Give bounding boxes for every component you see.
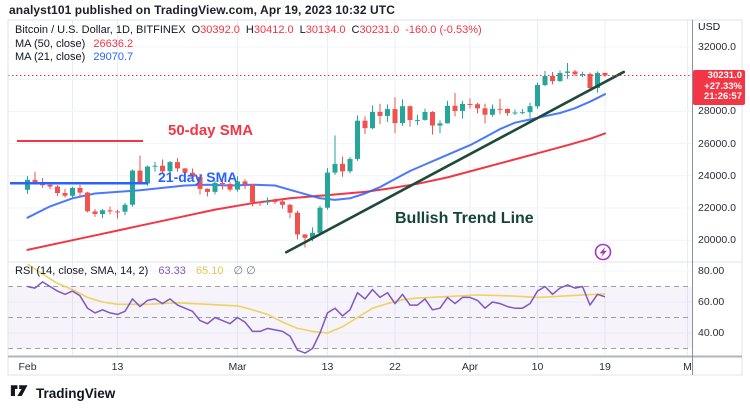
boost-lightning-icon[interactable]	[594, 243, 612, 261]
ma21-value: 29070.7	[93, 51, 134, 63]
rsi-value: 63.33	[158, 265, 186, 277]
ohlc-key: C	[351, 24, 360, 36]
publish-byline: analyst101 published on TradingView.com,…	[9, 3, 395, 17]
rsi-tick-label: 40.00	[698, 327, 725, 339]
annotation-21day-sma[interactable]: 21-day SMA	[158, 169, 238, 185]
time-tick-label: 10	[531, 361, 544, 373]
tradingview-brand[interactable]: TradingView	[36, 385, 116, 401]
time-tick-label: M	[683, 361, 692, 373]
change-value: -160.0 (-0.53%)	[405, 24, 482, 36]
rsi-tick-label: 80.00	[698, 265, 725, 277]
rsi-tick-label: 60.00	[698, 296, 725, 308]
badge-price: 30231.0	[707, 70, 742, 81]
badge-change-pct: +27.33%	[704, 80, 742, 92]
time-tick-label: Feb	[18, 361, 37, 373]
annotation-50day-sma[interactable]: 50-day SMA	[168, 122, 254, 139]
time-tick-label: 22	[389, 361, 401, 373]
ohlc-key: H	[245, 24, 254, 36]
time-tick-label: 13	[321, 361, 334, 373]
price-tick-label: 26000.0	[698, 137, 736, 150]
ohlc-value: 30134.0	[305, 24, 346, 36]
ohlc-key: O	[191, 24, 201, 36]
rsi-legend: RSI (14, close, SMA, 14, 2) 63.33 65.10 …	[15, 264, 256, 277]
symbol-title: Bitcoin / U.S. Dollar, 1D, BITFINEX	[15, 24, 186, 36]
symbol-row: Bitcoin / U.S. Dollar, 1D, BITFINEX O3039…	[15, 24, 482, 38]
price-tick-label: 28000.0	[698, 105, 736, 118]
price-tick-label: 32000.0	[698, 41, 736, 53]
time-tick-label: 13	[111, 361, 124, 373]
symbol-legend: Bitcoin / U.S. Dollar, 1D, BITFINEX O3039…	[15, 24, 482, 65]
rsi-empty-set-icons: ∅ ∅	[233, 265, 256, 277]
time-tick-label: 19	[599, 361, 611, 373]
ohlc-values: O30392.0 H30412.0 L30134.0 C30231.0	[186, 24, 400, 36]
ohlc-key: L	[299, 24, 306, 36]
rsi-ma-value: 65.10	[195, 265, 224, 277]
ma50-value: 26636.2	[93, 37, 134, 50]
price-tick-label: 24000.0	[698, 169, 736, 182]
footer: TradingView	[10, 383, 115, 403]
ohlc-value: 30412.0	[253, 24, 294, 36]
price-tick-label: 20000.0	[698, 234, 736, 247]
ma21-label: MA (21, close)	[15, 51, 86, 63]
rsi-label: RSI (14, close, SMA, 14, 2)	[15, 265, 149, 277]
ohlc-value: 30392.0	[200, 24, 240, 36]
annotation-bullish-trend-line[interactable]: Bullish Trend Line	[395, 210, 534, 227]
time-tick-label: Mar	[228, 361, 247, 373]
ma50-label: MA (50, close)	[15, 37, 86, 50]
ohlc-value: 30231.0	[359, 24, 400, 36]
time-tick-label: Apr	[461, 361, 479, 373]
last-price-badge: 30231.0 +27.33% 21:26:57	[693, 70, 745, 105]
price-axis-unit: USD	[698, 21, 721, 33]
ma50-row: MA (50, close) 26636.2	[15, 38, 482, 52]
price-tick-label: 22000.0	[698, 202, 736, 214]
tradingview-logo-icon[interactable]	[10, 383, 31, 403]
ma21-row: MA (21, close) 29070.7	[15, 51, 482, 65]
badge-countdown: 21:26:57	[703, 91, 742, 102]
